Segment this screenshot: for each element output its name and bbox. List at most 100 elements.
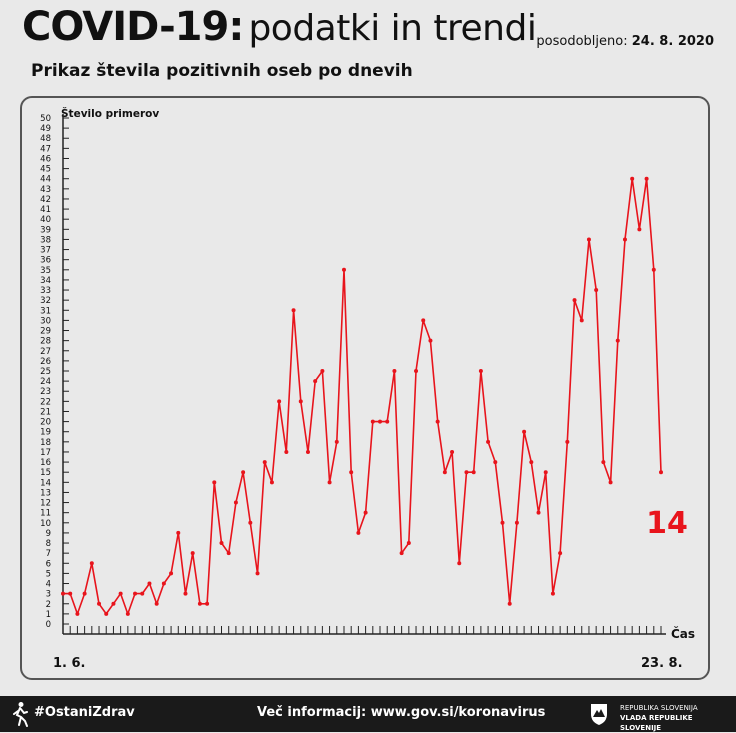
data-point <box>363 510 368 515</box>
y-tick-label: 42 <box>40 195 51 205</box>
data-point <box>622 237 627 242</box>
data-point <box>659 470 663 475</box>
data-point <box>154 601 159 606</box>
data-point <box>601 460 606 465</box>
data-point <box>608 480 613 485</box>
y-tick-label: 5 <box>46 569 51 579</box>
data-point <box>500 520 505 525</box>
y-tick-label: 46 <box>40 154 51 164</box>
data-point <box>291 308 296 313</box>
updated-info: posodobljeno: 24. 8. 2020 <box>536 34 714 49</box>
data-point <box>284 449 289 454</box>
y-tick-label: 16 <box>40 458 51 468</box>
updated-date: 24. 8. 2020 <box>631 34 714 49</box>
government-label: REPUBLIKA SLOVENIJA VLADA REPUBLIKE SLOV… <box>620 703 736 733</box>
data-point <box>435 419 440 424</box>
data-point <box>565 439 570 444</box>
data-point <box>277 399 282 404</box>
y-tick-label: 2 <box>46 600 51 610</box>
data-point <box>140 591 145 596</box>
y-tick-label: 12 <box>40 499 51 509</box>
data-point <box>572 298 577 303</box>
y-tick-label: 3 <box>46 590 51 600</box>
y-tick-label: 24 <box>40 377 51 387</box>
data-point <box>68 591 73 596</box>
y-tick-label: 48 <box>40 134 51 144</box>
last-value-label: 14 <box>646 506 688 541</box>
data-point <box>147 581 152 586</box>
data-point <box>594 288 599 293</box>
data-point <box>262 460 267 465</box>
data-point <box>421 318 426 323</box>
y-tick-label: 27 <box>40 347 51 357</box>
y-tick-label: 41 <box>40 205 51 215</box>
y-tick-label: 47 <box>40 144 51 154</box>
data-point <box>471 470 476 475</box>
data-point <box>450 449 455 454</box>
data-point <box>637 227 642 232</box>
x-start-label: 1. 6. <box>53 656 86 671</box>
page-title: COVID-19: podatki in trendi <box>22 4 537 50</box>
updated-label: posodobljeno: <box>536 34 628 49</box>
y-tick-label: 4 <box>46 580 51 590</box>
y-tick-label: 34 <box>40 276 51 286</box>
data-point <box>212 480 217 485</box>
y-tick-label: 11 <box>40 509 51 519</box>
data-point <box>61 591 65 596</box>
data-point <box>630 176 635 181</box>
data-point <box>248 520 253 525</box>
runner-icon <box>13 702 28 727</box>
data-point <box>651 267 656 272</box>
y-tick-label: 23 <box>40 387 51 397</box>
chart-subtitle: Prikaz števila pozitivnih oseb po dnevih <box>31 61 413 81</box>
title-bold: COVID-19: <box>22 4 244 50</box>
y-tick-label: 28 <box>40 337 51 347</box>
y-tick-label: 37 <box>40 246 51 256</box>
data-point <box>558 551 563 556</box>
y-tick-label: 50 <box>40 114 51 124</box>
data-point <box>320 369 325 373</box>
data-point <box>464 470 469 475</box>
data-point <box>161 581 166 586</box>
y-tick-label: 39 <box>40 225 51 235</box>
data-point <box>341 267 346 272</box>
data-point <box>370 419 375 424</box>
data-point <box>197 601 202 606</box>
y-tick-label: 0 <box>46 620 51 630</box>
y-tick-label: 13 <box>40 488 51 498</box>
data-point <box>392 369 397 373</box>
data-point <box>529 460 534 465</box>
y-tick-label: 7 <box>46 549 51 559</box>
data-point <box>543 470 548 475</box>
data-point <box>457 561 462 566</box>
data-point <box>241 470 246 475</box>
title-light: podatki in trendi <box>248 8 537 49</box>
coat-of-arms-icon <box>591 704 607 725</box>
data-point <box>125 611 130 616</box>
y-tick-label: 26 <box>40 357 51 367</box>
y-tick-label: 18 <box>40 438 51 448</box>
data-point <box>507 601 512 606</box>
data-point <box>305 449 310 454</box>
data-point <box>550 591 555 596</box>
line-chart: Število primerov Čas 1. 6. 23. 8. 012345… <box>40 107 695 671</box>
data-point <box>298 399 303 404</box>
data-point <box>111 601 116 606</box>
data-point <box>644 176 649 181</box>
data-point <box>406 541 411 546</box>
data-point <box>89 561 94 566</box>
data-point <box>219 541 224 546</box>
data-point <box>82 591 87 596</box>
y-tick-label: 17 <box>40 448 51 458</box>
data-point <box>97 601 102 606</box>
y-axis-label: Število primerov <box>61 107 159 120</box>
y-tick-label: 40 <box>40 215 51 225</box>
y-tick-label: 31 <box>40 306 51 316</box>
data-point <box>522 429 527 434</box>
data-point <box>327 480 332 485</box>
more-info-link[interactable]: Več informacij: www.gov.si/koronavirus <box>257 705 546 720</box>
gov-line-2: VLADA REPUBLIKE SLOVENIJE <box>620 714 693 732</box>
data-point <box>378 419 383 424</box>
data-point <box>226 551 231 556</box>
data-point <box>313 379 318 384</box>
